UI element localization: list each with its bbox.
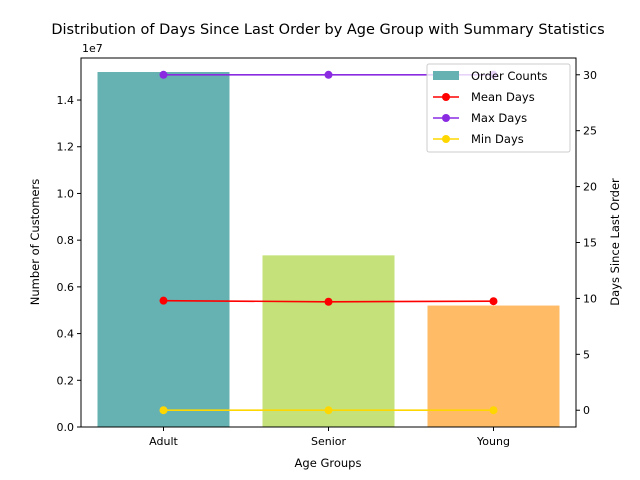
left-tick-label: 1.2: [57, 141, 75, 154]
chart-title: Distribution of Days Since Last Order by…: [51, 22, 604, 38]
right-tick-label: 5: [583, 348, 590, 361]
x-axis: Adult Senior Young: [149, 427, 510, 448]
left-tick-label: 0.4: [57, 328, 75, 341]
right-tick-label: 25: [583, 125, 597, 138]
left-tick-label: 0.2: [57, 374, 75, 387]
right-tick-label: 15: [583, 237, 597, 250]
point-min-days-senior: [324, 406, 333, 415]
right-tick-label: 30: [583, 69, 597, 82]
left-tick-label: 1.4: [57, 94, 75, 107]
legend-label-min-days: Min Days: [471, 132, 524, 146]
left-y-axis: 0.0 0.2 0.4 0.6 0.8 1.0 1.2 1.4: [57, 94, 81, 434]
point-mean-days-adult: [159, 296, 168, 305]
legend-label-max-days: Max Days: [471, 111, 527, 125]
legend-box: [426, 63, 571, 153]
x-tick-label: Adult: [149, 435, 178, 448]
right-tick-label: 0: [583, 404, 590, 417]
point-max-days-senior: [324, 70, 333, 79]
legend-label-order-counts: Order Counts: [471, 69, 547, 83]
legend-label-mean-days: Mean Days: [471, 90, 535, 104]
x-axis-label: Age Groups: [295, 456, 362, 470]
left-tick-label: 0.8: [57, 234, 75, 247]
left-axis-multiplier: 1e7: [82, 42, 103, 55]
right-y-axis-label: Days Since Last Order: [608, 178, 622, 306]
point-mean-days-young: [489, 297, 498, 306]
x-tick-label: Senior: [311, 435, 347, 448]
lines-layer: [159, 70, 498, 415]
bar-senior: [262, 255, 395, 427]
left-y-axis-label: Number of Customers: [28, 179, 42, 305]
x-tick-label: Young: [476, 435, 510, 448]
legend-marker-max-days: [442, 114, 450, 122]
bar-adult: [97, 72, 230, 427]
point-min-days-adult: [159, 406, 168, 415]
legend-marker-mean-days: [442, 93, 450, 101]
legend-marker-min-days: [442, 135, 450, 143]
left-tick-label: 0.6: [57, 281, 75, 294]
bars-layer: [97, 72, 560, 427]
left-tick-label: 0.0: [57, 421, 75, 434]
legend-swatch-order-counts: [433, 71, 459, 80]
right-tick-label: 10: [583, 292, 597, 305]
right-tick-label: 20: [583, 181, 597, 194]
legend: Order Counts Mean Days Max Days Min Days: [426, 63, 571, 153]
point-min-days-young: [489, 406, 498, 415]
right-y-axis: 0 5 10 15 20 25 30: [576, 69, 597, 417]
point-mean-days-senior: [324, 297, 333, 306]
left-tick-label: 1.0: [57, 187, 75, 200]
point-max-days-adult: [159, 70, 168, 79]
